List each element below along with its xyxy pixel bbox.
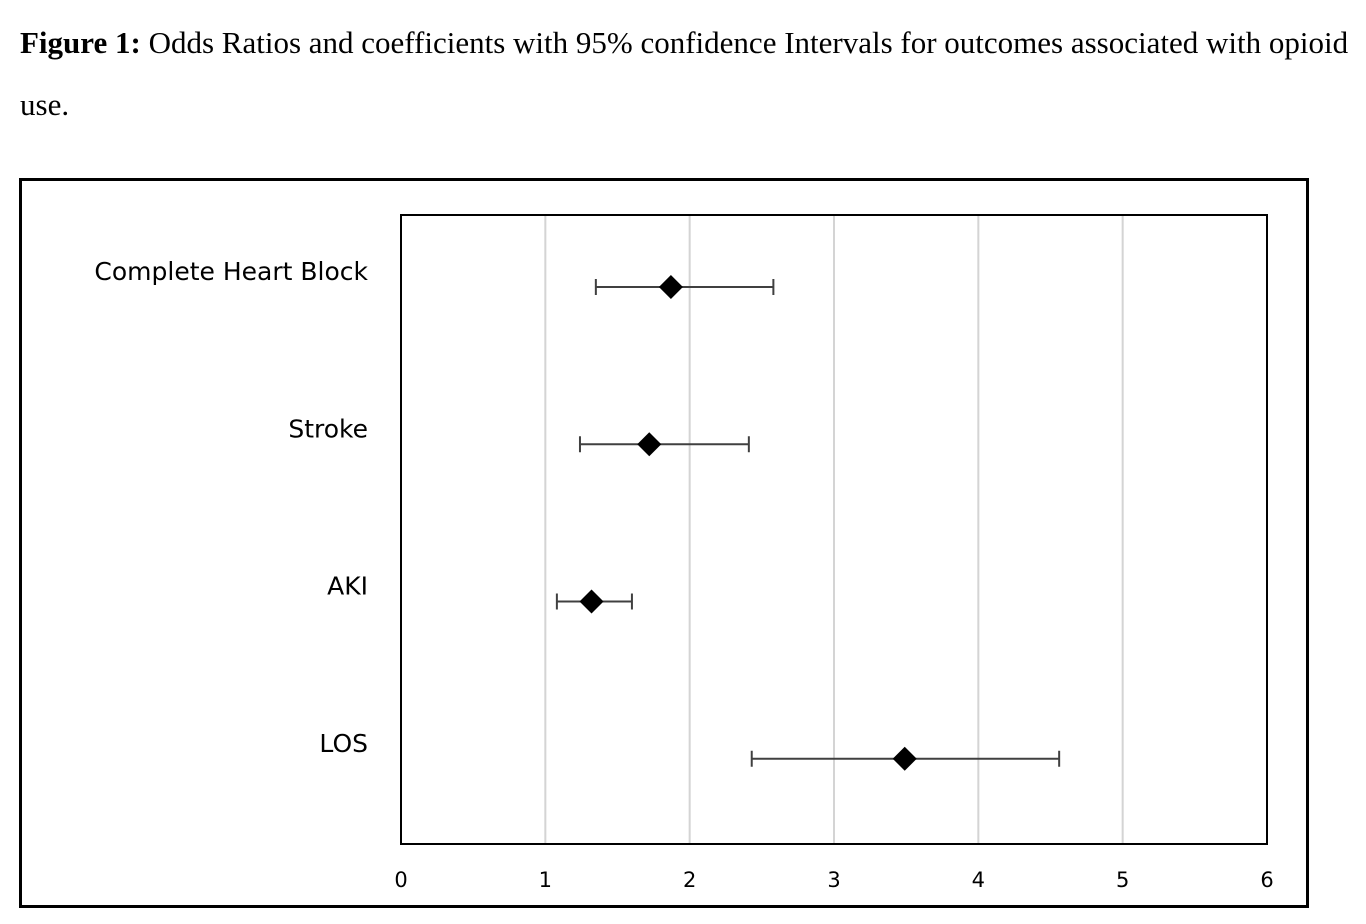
category-label-0: Complete Heart Block	[94, 257, 368, 286]
ci-0	[594, 279, 775, 295]
x-tick-label-1: 1	[539, 868, 552, 892]
figure-label: Figure 1:	[20, 25, 141, 60]
figure-caption: Figure 1: Odds Ratios and coefficients w…	[20, 12, 1356, 136]
x-tick-label-4: 4	[972, 868, 985, 892]
x-tick-label-2: 2	[683, 868, 696, 892]
gridlines	[544, 215, 1124, 844]
estimate-marker-1	[637, 432, 662, 457]
category-labels: Complete Heart Block Stroke AKI LOS	[94, 257, 368, 758]
x-tick-label-5: 5	[1116, 868, 1129, 892]
category-label-1: Stroke	[288, 414, 368, 443]
plot-area-border	[400, 214, 1268, 845]
estimate-marker-3	[892, 746, 917, 771]
x-tick-label-6: 6	[1260, 868, 1273, 892]
confidence-intervals	[555, 279, 1061, 767]
estimate-markers	[579, 275, 917, 771]
category-label-3: LOS	[319, 729, 368, 758]
x-tick-label-0: 0	[394, 868, 407, 892]
estimate-marker-0	[658, 275, 683, 299]
category-label-2: AKI	[327, 572, 368, 601]
x-tick-labels: 0 1 2 3 4 5 6	[394, 868, 1273, 892]
forest-plot: Complete Heart Block Stroke AKI LOS 0 1 2 3 4 5 6	[94, 214, 1274, 892]
figure-caption-text: Odds Ratios and coefficients with 95% co…	[20, 25, 1349, 122]
chart-frame: Complete Heart Block Stroke AKI LOS 0 1 2 3 4 5 6	[19, 178, 1309, 908]
estimate-marker-2	[579, 589, 604, 614]
x-tick-label-3: 3	[827, 868, 840, 892]
ci-1	[578, 436, 750, 453]
